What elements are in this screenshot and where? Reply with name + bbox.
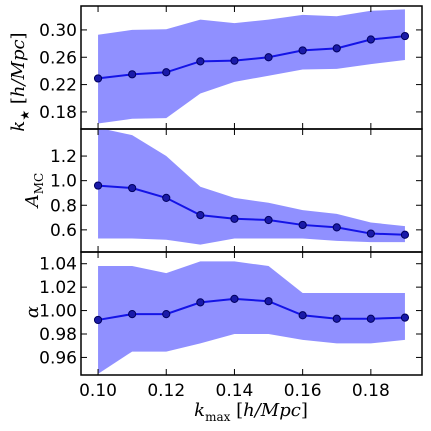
axes-frame	[80, 251, 423, 376]
data-point	[196, 211, 205, 220]
x-tick-label: 0.14	[216, 381, 254, 401]
ylabel-amc: AMC	[22, 173, 46, 209]
data-point	[230, 214, 239, 223]
panel-alpha: 0.96 0.98 1.00 1.02 1.04 0.10 0.12 0.14 0.16 0.18	[39, 251, 423, 401]
data-point	[162, 193, 171, 202]
x-tick-label: 0.12	[147, 381, 185, 401]
x-tick-label: 0.18	[352, 381, 390, 401]
x-tick-label: 0.16	[284, 381, 322, 401]
data-point	[332, 314, 341, 323]
y-tick-label: 0.18	[39, 103, 77, 123]
data-point	[366, 314, 375, 323]
data-point	[366, 35, 375, 44]
data-point	[230, 294, 239, 303]
y-tick-label: 0.8	[50, 196, 77, 216]
panel-k-star: 0.18 0.22 0.26 0.30	[39, 5, 423, 130]
data-point	[400, 313, 410, 322]
y-tick-label: 1.0	[50, 172, 77, 192]
ylabel-k-star: k★ [h/Mpc]	[8, 32, 32, 131]
xlabel-k-max: kmax [h/Mpc]	[194, 400, 308, 424]
data-point	[264, 215, 273, 225]
y-tick-label: 1.02	[39, 278, 77, 298]
y-tick-label: 1.00	[39, 302, 77, 322]
y-tick-label: 0.98	[39, 325, 77, 345]
data-point	[298, 311, 307, 320]
confidence-band-amc	[98, 129, 405, 245]
y-tick-label: 0.22	[39, 76, 77, 96]
series-line-amc	[97, 184, 405, 236]
y-tick-label: 1.04	[39, 255, 77, 275]
y-tick-label: 0.26	[39, 48, 77, 68]
y-tick-label: 1.2	[50, 147, 77, 167]
panel-amc: 0.6 0.8 1.0 1.2	[50, 128, 423, 253]
confidence-band-k-star	[98, 9, 405, 124]
data-point	[196, 298, 205, 307]
data-point	[264, 297, 273, 306]
y-tick-label: 0.30	[39, 21, 77, 41]
confidence-band-alpha	[98, 261, 405, 374]
x-tick-label: 0.10	[79, 381, 117, 401]
data-point	[332, 44, 341, 53]
data-point	[128, 70, 137, 79]
y-tick-label: 0.6	[50, 221, 77, 241]
data-point	[298, 220, 307, 230]
y-tick-label: 0.96	[39, 348, 77, 368]
data-point	[298, 46, 307, 55]
data-point	[93, 74, 103, 83]
series-line-k-star	[97, 35, 406, 80]
data-point	[93, 315, 103, 325]
data-point	[93, 181, 103, 190]
data-point	[162, 309, 171, 319]
data-point	[400, 230, 410, 239]
data-point	[264, 53, 273, 62]
data-point	[366, 229, 375, 238]
data-point	[400, 31, 410, 41]
data-point	[230, 56, 239, 65]
data-point	[128, 309, 137, 319]
data-point	[162, 68, 171, 77]
ylabel-alpha: α	[22, 306, 43, 318]
data-point	[332, 223, 341, 232]
data-point	[196, 57, 205, 66]
series-line-alpha	[97, 297, 405, 321]
data-point	[128, 183, 137, 193]
